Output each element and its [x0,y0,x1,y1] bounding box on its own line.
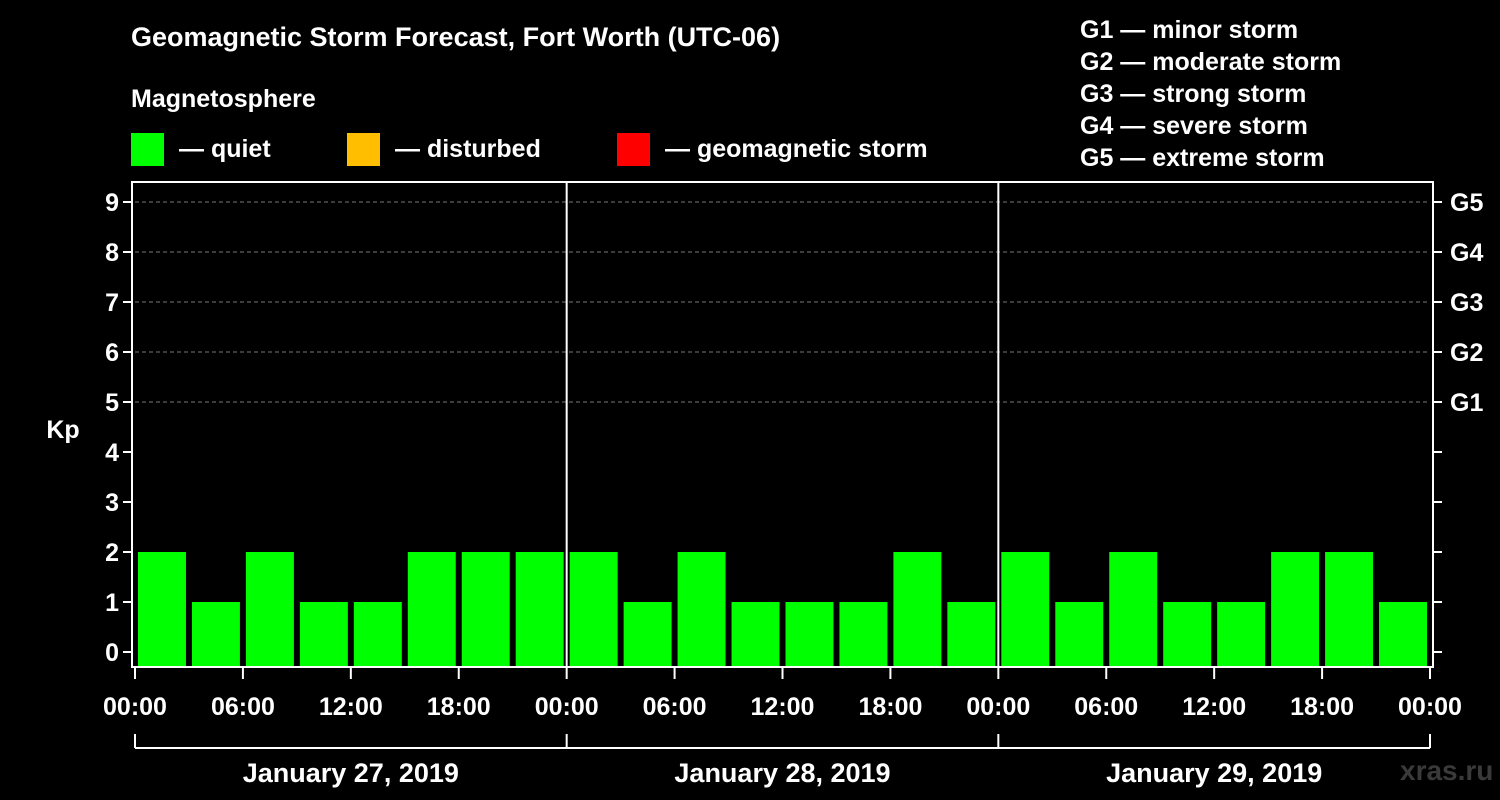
kp-bar [407,552,456,667]
kp-bar [839,602,888,667]
kp-bar [138,552,186,667]
x-tick-label: 06:00 [211,693,275,721]
kp-bar [1055,602,1104,667]
x-tick-label: 12:00 [751,693,815,721]
kp-bar [893,552,942,667]
g-scale-g2: G2 — moderate storm [1080,48,1342,76]
x-tick-label: 12:00 [319,693,383,721]
day-label: January 27, 2019 [243,758,459,788]
kp-bar [1109,552,1158,667]
x-tick-label: 18:00 [427,693,491,721]
y-tick-label: 5 [105,389,119,417]
g-scale-legend: G1 — minor storm G2 — moderate storm G3 … [1080,14,1341,174]
kp-bar [1001,552,1050,667]
kp-bar [1379,602,1427,667]
y-tick-label: 9 [105,189,119,217]
kp-bar [299,602,348,667]
kp-bar [947,602,996,667]
x-tick-label: 18:00 [1290,693,1354,721]
y-tick-label: 4 [105,439,119,467]
y-axis-label: Kp [46,416,79,444]
g-scale-g1: G1 — minor storm [1080,16,1299,44]
x-tick-label: 00:00 [535,693,599,721]
plot-frame [131,181,1434,668]
legend-swatch-quiet [131,133,164,166]
g-level-label: G1 [1450,389,1483,417]
kp-bar [731,602,780,667]
kp-bar [1325,552,1374,667]
y-tick-label: 6 [105,339,119,367]
legend-heading: Magnetosphere [131,85,316,113]
g-scale-g3: G3 — strong storm [1080,80,1307,108]
x-tick-label: 00:00 [1398,693,1462,721]
x-tick-label: 00:00 [103,693,167,721]
kp-bar [623,602,672,667]
g-level-label: G5 [1450,189,1483,217]
legend-label-storm: — geomagnetic storm [665,135,928,163]
g-level-label: G2 [1450,339,1483,367]
day-label: January 29, 2019 [1106,758,1322,788]
x-tick-label: 06:00 [643,693,707,721]
kp-bar [461,552,510,667]
watermark: xras.ru [1400,755,1494,786]
y-tick-label: 8 [105,239,119,267]
g-level-label: G4 [1450,239,1483,267]
kp-bar [1217,602,1266,667]
kp-bar [191,602,240,667]
y-tick-label: 0 [105,639,119,667]
day-label: January 28, 2019 [674,758,890,788]
y-tick-label: 7 [105,289,119,317]
x-tick-label: 00:00 [966,693,1030,721]
kp-bar [1271,552,1320,667]
g-scale-g5: G5 — extreme storm [1080,144,1325,172]
kp-bar [1163,602,1212,667]
x-tick-label: 12:00 [1182,693,1246,721]
kp-bar [353,602,402,667]
legend-label-quiet: — quiet [179,135,271,163]
legend-swatch-storm [617,133,650,166]
legend-swatch-disturbed [347,133,380,166]
chart-title: Geomagnetic Storm Forecast, Fort Worth (… [131,22,781,52]
x-tick-label: 06:00 [1074,693,1138,721]
legend-label-disturbed: — disturbed [395,135,541,163]
g-scale-g4: G4 — severe storm [1080,112,1308,140]
y-tick-label: 1 [105,589,119,617]
kp-bar [569,552,618,667]
kp-bar [677,552,726,667]
kp-bar [785,602,834,667]
x-tick-label: 18:00 [858,693,922,721]
y-tick-label: 3 [105,489,119,517]
g-level-label: G3 [1450,289,1483,317]
y-tick-label: 2 [105,539,119,567]
kp-bar [515,552,564,667]
kp-bar [245,552,294,667]
